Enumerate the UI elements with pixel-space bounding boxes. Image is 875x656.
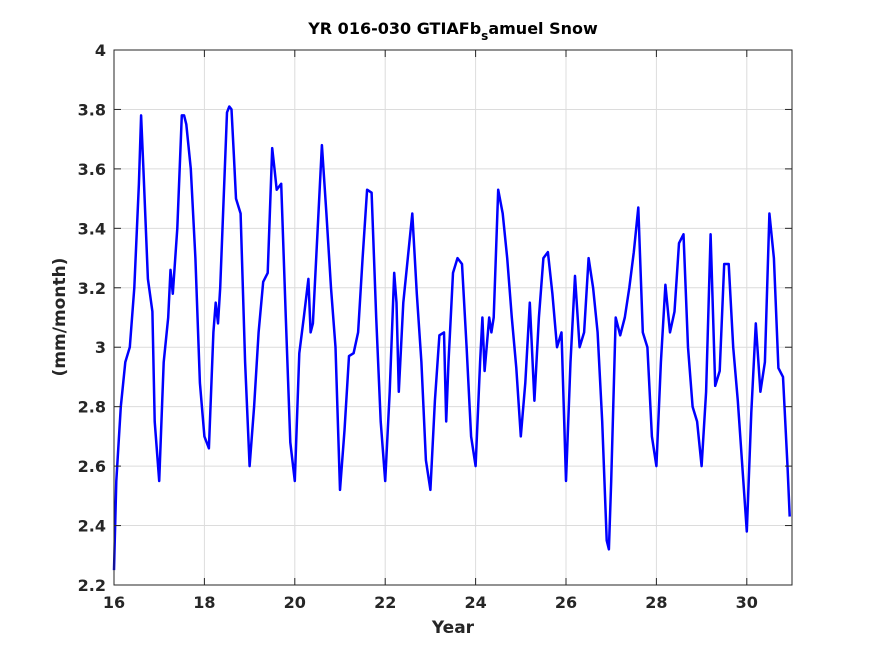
chart-title-main: YR 016-030 GTIAFb xyxy=(307,19,481,38)
y-tick-label: 2.6 xyxy=(78,457,106,476)
y-axis-label: (mm/month) xyxy=(50,258,70,377)
chart-title-tail: amuel Snow xyxy=(488,19,598,38)
y-tick-label: 3.2 xyxy=(78,279,106,298)
x-tick-label: 30 xyxy=(736,593,758,612)
x-tick-label: 20 xyxy=(284,593,306,612)
y-tick-label: 2.2 xyxy=(78,576,106,595)
x-tick-labels: 16 18 20 22 24 26 28 30 xyxy=(103,593,758,612)
y-tick-label: 2.8 xyxy=(78,398,106,417)
plot-frame xyxy=(113,49,793,586)
series-line xyxy=(112,105,791,571)
x-tick-label: 24 xyxy=(464,593,486,612)
x-axis-label: Year xyxy=(431,618,475,638)
x-tick-label: 22 xyxy=(374,593,396,612)
y-tick-label: 3.6 xyxy=(78,160,106,179)
y-tick-label: 3.4 xyxy=(78,219,106,238)
y-tick-labels: 2.2 2.4 2.6 2.8 3 3.2 3.4 3.6 3.8 4 xyxy=(78,41,106,595)
x-tick-label: 16 xyxy=(103,593,125,612)
tick-marks xyxy=(113,49,792,586)
y-tick-label: 3.8 xyxy=(78,100,106,119)
chart-title: YR 016-030 GTIAFbsamuel Snow xyxy=(307,19,598,43)
x-tick-label: 26 xyxy=(555,593,577,612)
y-tick-label: 4 xyxy=(95,41,106,60)
x-tick-label: 28 xyxy=(645,593,667,612)
chart-title-subscript: s xyxy=(481,29,488,43)
y-tick-label: 3 xyxy=(95,338,106,357)
y-tick-label: 2.4 xyxy=(78,517,106,536)
x-tick-label: 18 xyxy=(193,593,215,612)
